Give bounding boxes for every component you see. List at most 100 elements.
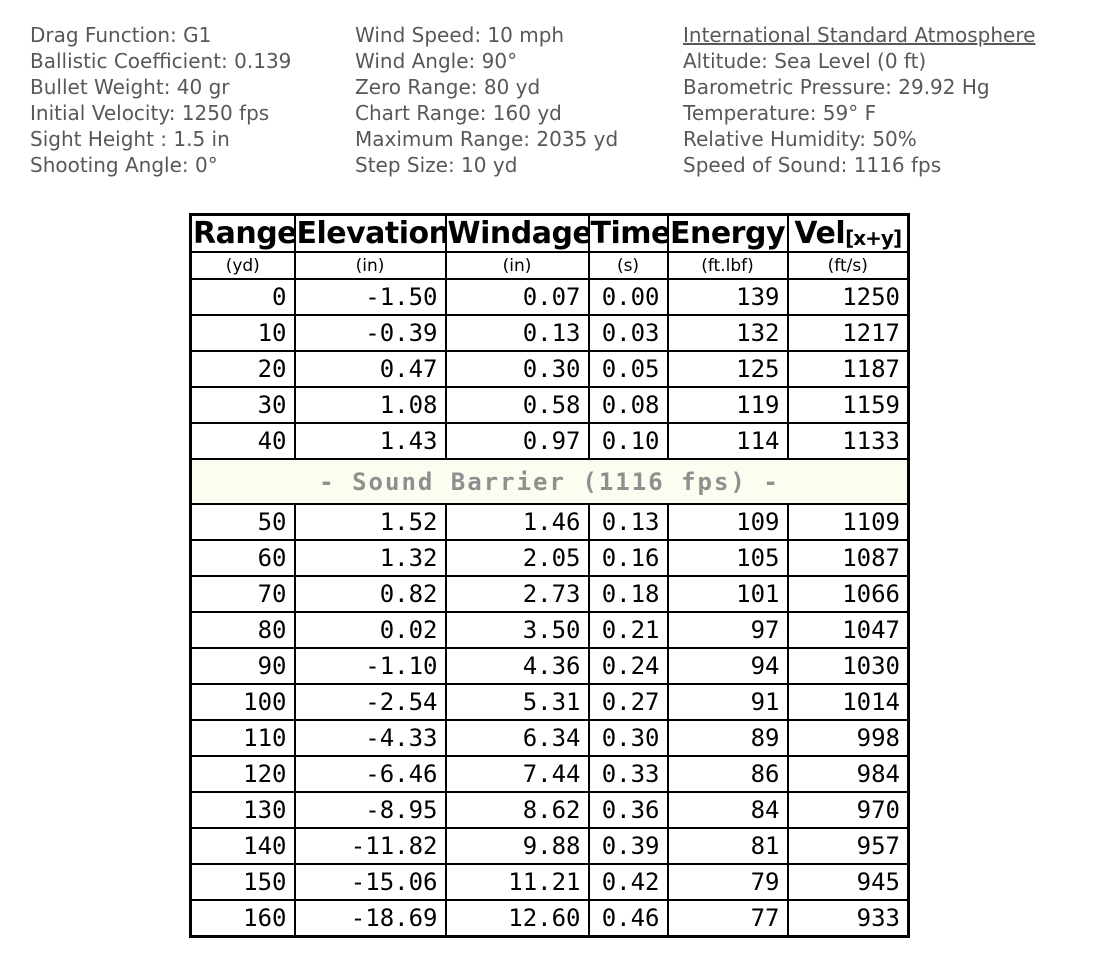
cell-windage: 7.44 [444, 755, 590, 793]
sight-height-line: Sight Height : 1.5 in [30, 127, 230, 151]
wind-angle-line: Wind Angle: 90° [355, 49, 518, 73]
conditions-info-column: Wind Speed: 10 mph Wind Angle: 90° Zero … [355, 22, 618, 178]
cell-elevation: 1.43 [293, 422, 447, 460]
cell-velocity: 945 [786, 863, 910, 901]
header-range: Range [189, 213, 296, 253]
table-row: 60 1.32 2.05 0.16 105 1087 [189, 539, 910, 577]
cell-time: 0.03 [587, 314, 669, 352]
cell-range: 130 [189, 791, 296, 829]
cell-energy: 125 [666, 350, 789, 388]
header-energy: Energy [666, 213, 789, 253]
table-body: 0 -1.50 0.07 0.00 139 1250 10 -0.39 0.13 0.03 132 1… [189, 278, 910, 937]
cell-time: 0.16 [587, 539, 669, 577]
cell-time: 0.00 [587, 278, 669, 316]
cell-time: 0.36 [587, 791, 669, 829]
cell-range: 110 [189, 719, 296, 757]
cell-windage: 6.34 [444, 719, 590, 757]
cell-velocity: 957 [786, 827, 910, 865]
cell-windage: 0.07 [444, 278, 590, 316]
cell-range: 70 [189, 575, 296, 613]
cell-range: 140 [189, 827, 296, 865]
table-row: 50 1.52 1.46 0.13 109 1109 [189, 503, 910, 541]
cell-time: 0.10 [587, 422, 669, 460]
cell-time: 0.33 [587, 755, 669, 793]
step-size-line: Step Size: 10 yd [355, 153, 518, 177]
ballistics-table: Range Elevation Windage Time Energy Vel[… [189, 213, 910, 938]
cell-elevation: -6.46 [293, 755, 447, 793]
cell-range: 80 [189, 611, 296, 649]
cell-range: 0 [189, 278, 296, 316]
cell-time: 0.18 [587, 575, 669, 613]
unit-time: (s) [587, 251, 669, 280]
cell-windage: 12.60 [444, 899, 590, 937]
altitude-line: Altitude: Sea Level (0 ft) [683, 49, 927, 73]
table-row: 150 -15.06 11.21 0.42 79 945 [189, 863, 910, 901]
cell-range: 120 [189, 755, 296, 793]
cell-range: 60 [189, 539, 296, 577]
cell-elevation: -1.10 [293, 647, 447, 685]
unit-energy: (ft.lbf) [666, 251, 789, 280]
cell-elevation: -1.50 [293, 278, 447, 316]
cell-energy: 81 [666, 827, 789, 865]
cell-range: 40 [189, 422, 296, 460]
cell-time: 0.21 [587, 611, 669, 649]
cell-windage: 1.46 [444, 503, 590, 541]
cell-range: 10 [189, 314, 296, 352]
header-windage: Windage [444, 213, 590, 253]
cell-velocity: 1217 [786, 314, 910, 352]
table-row: 30 1.08 0.58 0.08 119 1159 [189, 386, 910, 424]
cell-energy: 109 [666, 503, 789, 541]
cell-range: 20 [189, 350, 296, 388]
cell-energy: 114 [666, 422, 789, 460]
cell-windage: 8.62 [444, 791, 590, 829]
cell-windage: 9.88 [444, 827, 590, 865]
cell-velocity: 1250 [786, 278, 910, 316]
cell-time: 0.39 [587, 827, 669, 865]
cell-energy: 97 [666, 611, 789, 649]
cell-windage: 4.36 [444, 647, 590, 685]
maximum-range-line: Maximum Range: 2035 yd [355, 127, 619, 151]
cell-velocity: 1014 [786, 683, 910, 721]
cell-energy: 119 [666, 386, 789, 424]
temperature-line: Temperature: 59° F [683, 101, 877, 125]
table-row: 90 -1.10 4.36 0.24 94 1030 [189, 647, 910, 685]
cell-windage: 0.97 [444, 422, 590, 460]
velocity-label: Vel [794, 216, 846, 251]
cell-velocity: 933 [786, 899, 910, 937]
cell-elevation: -18.69 [293, 899, 447, 937]
cell-energy: 139 [666, 278, 789, 316]
unit-windage: (in) [444, 251, 590, 280]
header-time: Time [587, 213, 669, 253]
cell-elevation: -0.39 [293, 314, 447, 352]
cell-energy: 132 [666, 314, 789, 352]
cell-velocity: 998 [786, 719, 910, 757]
barometric-pressure-line: Barometric Pressure: 29.92 Hg [683, 75, 990, 99]
cell-range: 160 [189, 899, 296, 937]
cell-windage: 11.21 [444, 863, 590, 901]
cell-windage: 0.13 [444, 314, 590, 352]
cell-elevation: 0.02 [293, 611, 447, 649]
cell-elevation: -11.82 [293, 827, 447, 865]
unit-elevation: (in) [293, 251, 447, 280]
cell-elevation: -2.54 [293, 683, 447, 721]
cell-windage: 2.05 [444, 539, 590, 577]
cell-velocity: 1159 [786, 386, 910, 424]
ballistics-info-column: Drag Function: G1 Ballistic Coefficient:… [30, 22, 291, 178]
speed-of-sound-line: Speed of Sound: 1116 fps [683, 153, 942, 177]
shooting-angle-line: Shooting Angle: 0° [30, 153, 218, 177]
cell-time: 0.13 [587, 503, 669, 541]
cell-velocity: 1030 [786, 647, 910, 685]
table-row: 70 0.82 2.73 0.18 101 1066 [189, 575, 910, 613]
cell-elevation: 1.52 [293, 503, 447, 541]
cell-range: 150 [189, 863, 296, 901]
table-row: 130 -8.95 8.62 0.36 84 970 [189, 791, 910, 829]
cell-velocity: 1066 [786, 575, 910, 613]
table-row: 100 -2.54 5.31 0.27 91 1014 [189, 683, 910, 721]
table-header-row: Range Elevation Windage Time Energy Vel[… [189, 213, 910, 253]
wind-speed-line: Wind Speed: 10 mph [355, 23, 565, 47]
table-row: 40 1.43 0.97 0.10 114 1133 [189, 422, 910, 460]
table-row: 110 -4.33 6.34 0.30 89 998 [189, 719, 910, 757]
atmosphere-title: International Standard Atmosphere [683, 23, 1036, 47]
cell-elevation: -4.33 [293, 719, 447, 757]
cell-time: 0.08 [587, 386, 669, 424]
